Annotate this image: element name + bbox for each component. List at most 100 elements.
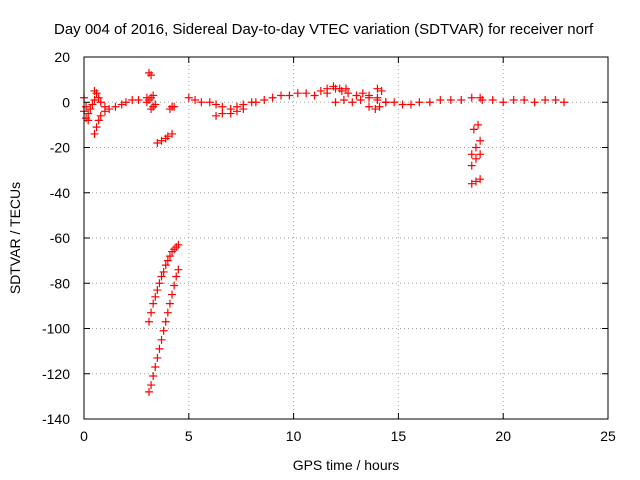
- data-point: [488, 95, 497, 104]
- data-point: [212, 100, 221, 109]
- data-point: [90, 129, 99, 138]
- data-point: [293, 89, 302, 98]
- data-point: [147, 308, 156, 317]
- data-point: [268, 93, 277, 102]
- data-point: [161, 261, 170, 270]
- data-point: [352, 91, 361, 100]
- data-point: [499, 98, 508, 107]
- data-point: [476, 175, 485, 184]
- data-point: [170, 281, 179, 290]
- y-tick-label: -140: [42, 411, 70, 427]
- data-point: [323, 84, 332, 93]
- data-point: [390, 98, 399, 107]
- data-point: [165, 299, 174, 308]
- data-point: [174, 240, 183, 249]
- data-point: [184, 93, 193, 102]
- data-point: [478, 95, 487, 104]
- y-tick-labels: -140 -120 -100 -80 -60 -40 -20 0 20: [42, 49, 70, 427]
- data-point: [520, 95, 529, 104]
- x-tick-label: 0: [80, 428, 88, 444]
- data-point: [157, 335, 166, 344]
- data-point: [168, 290, 177, 299]
- data-point: [218, 102, 227, 111]
- data-point: [84, 116, 93, 125]
- plot-frame: [83, 56, 609, 420]
- gridlines: [84, 57, 608, 419]
- data-point: [121, 98, 130, 107]
- data-point: [134, 95, 143, 104]
- data-point: [90, 95, 99, 104]
- data-point: [371, 105, 380, 114]
- data-point: [157, 136, 166, 145]
- data-point: [339, 95, 348, 104]
- data-point: [218, 109, 227, 118]
- data-point: [358, 89, 367, 98]
- data-point: [191, 95, 200, 104]
- data-point: [105, 105, 114, 114]
- data-point: [82, 102, 91, 111]
- data-point: [541, 95, 550, 104]
- data-point: [147, 71, 156, 80]
- data-point: [316, 86, 325, 95]
- x-tick-label: 10: [286, 428, 302, 444]
- data-point: [172, 272, 181, 281]
- data-point: [165, 252, 174, 261]
- x-tick-label: 15: [391, 428, 407, 444]
- data-point: [159, 267, 168, 276]
- data-point: [375, 102, 384, 111]
- data-point: [406, 100, 415, 109]
- data-point: [329, 82, 338, 91]
- data-point: [310, 91, 319, 100]
- x-tick-labels: 0 5 10 15 20 25: [80, 428, 616, 444]
- data-point: [239, 105, 248, 114]
- data-point: [476, 136, 485, 145]
- data-point: [153, 353, 162, 362]
- data-point: [94, 93, 103, 102]
- data-point: [377, 86, 386, 95]
- data-point: [559, 98, 568, 107]
- data-point: [471, 143, 480, 152]
- data-point: [467, 161, 476, 170]
- data-point: [151, 362, 160, 371]
- data-point: [155, 279, 164, 288]
- data-point: [509, 95, 518, 104]
- axis-ticks: [83, 56, 609, 420]
- data-point: [159, 326, 168, 335]
- data-point: [163, 132, 172, 141]
- y-axis-label: SDTVAR / TECUs: [7, 182, 23, 294]
- data-point: [117, 100, 126, 109]
- data-point: [425, 98, 434, 107]
- data-point: [365, 102, 374, 111]
- data-points: [80, 68, 568, 396]
- y-tick-label: -60: [50, 230, 70, 246]
- x-tick-label: 5: [185, 428, 193, 444]
- data-point: [365, 93, 374, 102]
- data-point: [226, 109, 235, 118]
- data-point: [92, 89, 101, 98]
- data-point: [151, 292, 160, 301]
- data-point: [446, 95, 455, 104]
- data-point: [233, 107, 242, 116]
- data-point: [111, 102, 120, 111]
- data-point: [251, 98, 260, 107]
- data-point: [86, 105, 95, 114]
- data-point: [471, 177, 480, 186]
- data-point: [149, 91, 158, 100]
- y-tick-label: -120: [42, 366, 70, 382]
- data-point: [373, 95, 382, 104]
- data-point: [197, 98, 206, 107]
- data-point: [151, 100, 160, 109]
- y-tick-label: -40: [50, 185, 70, 201]
- data-point: [170, 102, 179, 111]
- data-point: [331, 98, 340, 107]
- x-tick-label: 20: [495, 428, 511, 444]
- data-point: [457, 95, 466, 104]
- data-point: [84, 109, 93, 118]
- y-tick-label: -100: [42, 321, 70, 337]
- x-axis-label: GPS time / hours: [293, 457, 400, 473]
- data-point: [342, 84, 350, 93]
- data-point: [474, 120, 483, 129]
- data-point: [163, 308, 172, 317]
- data-point: [348, 98, 357, 107]
- data-point: [373, 84, 382, 93]
